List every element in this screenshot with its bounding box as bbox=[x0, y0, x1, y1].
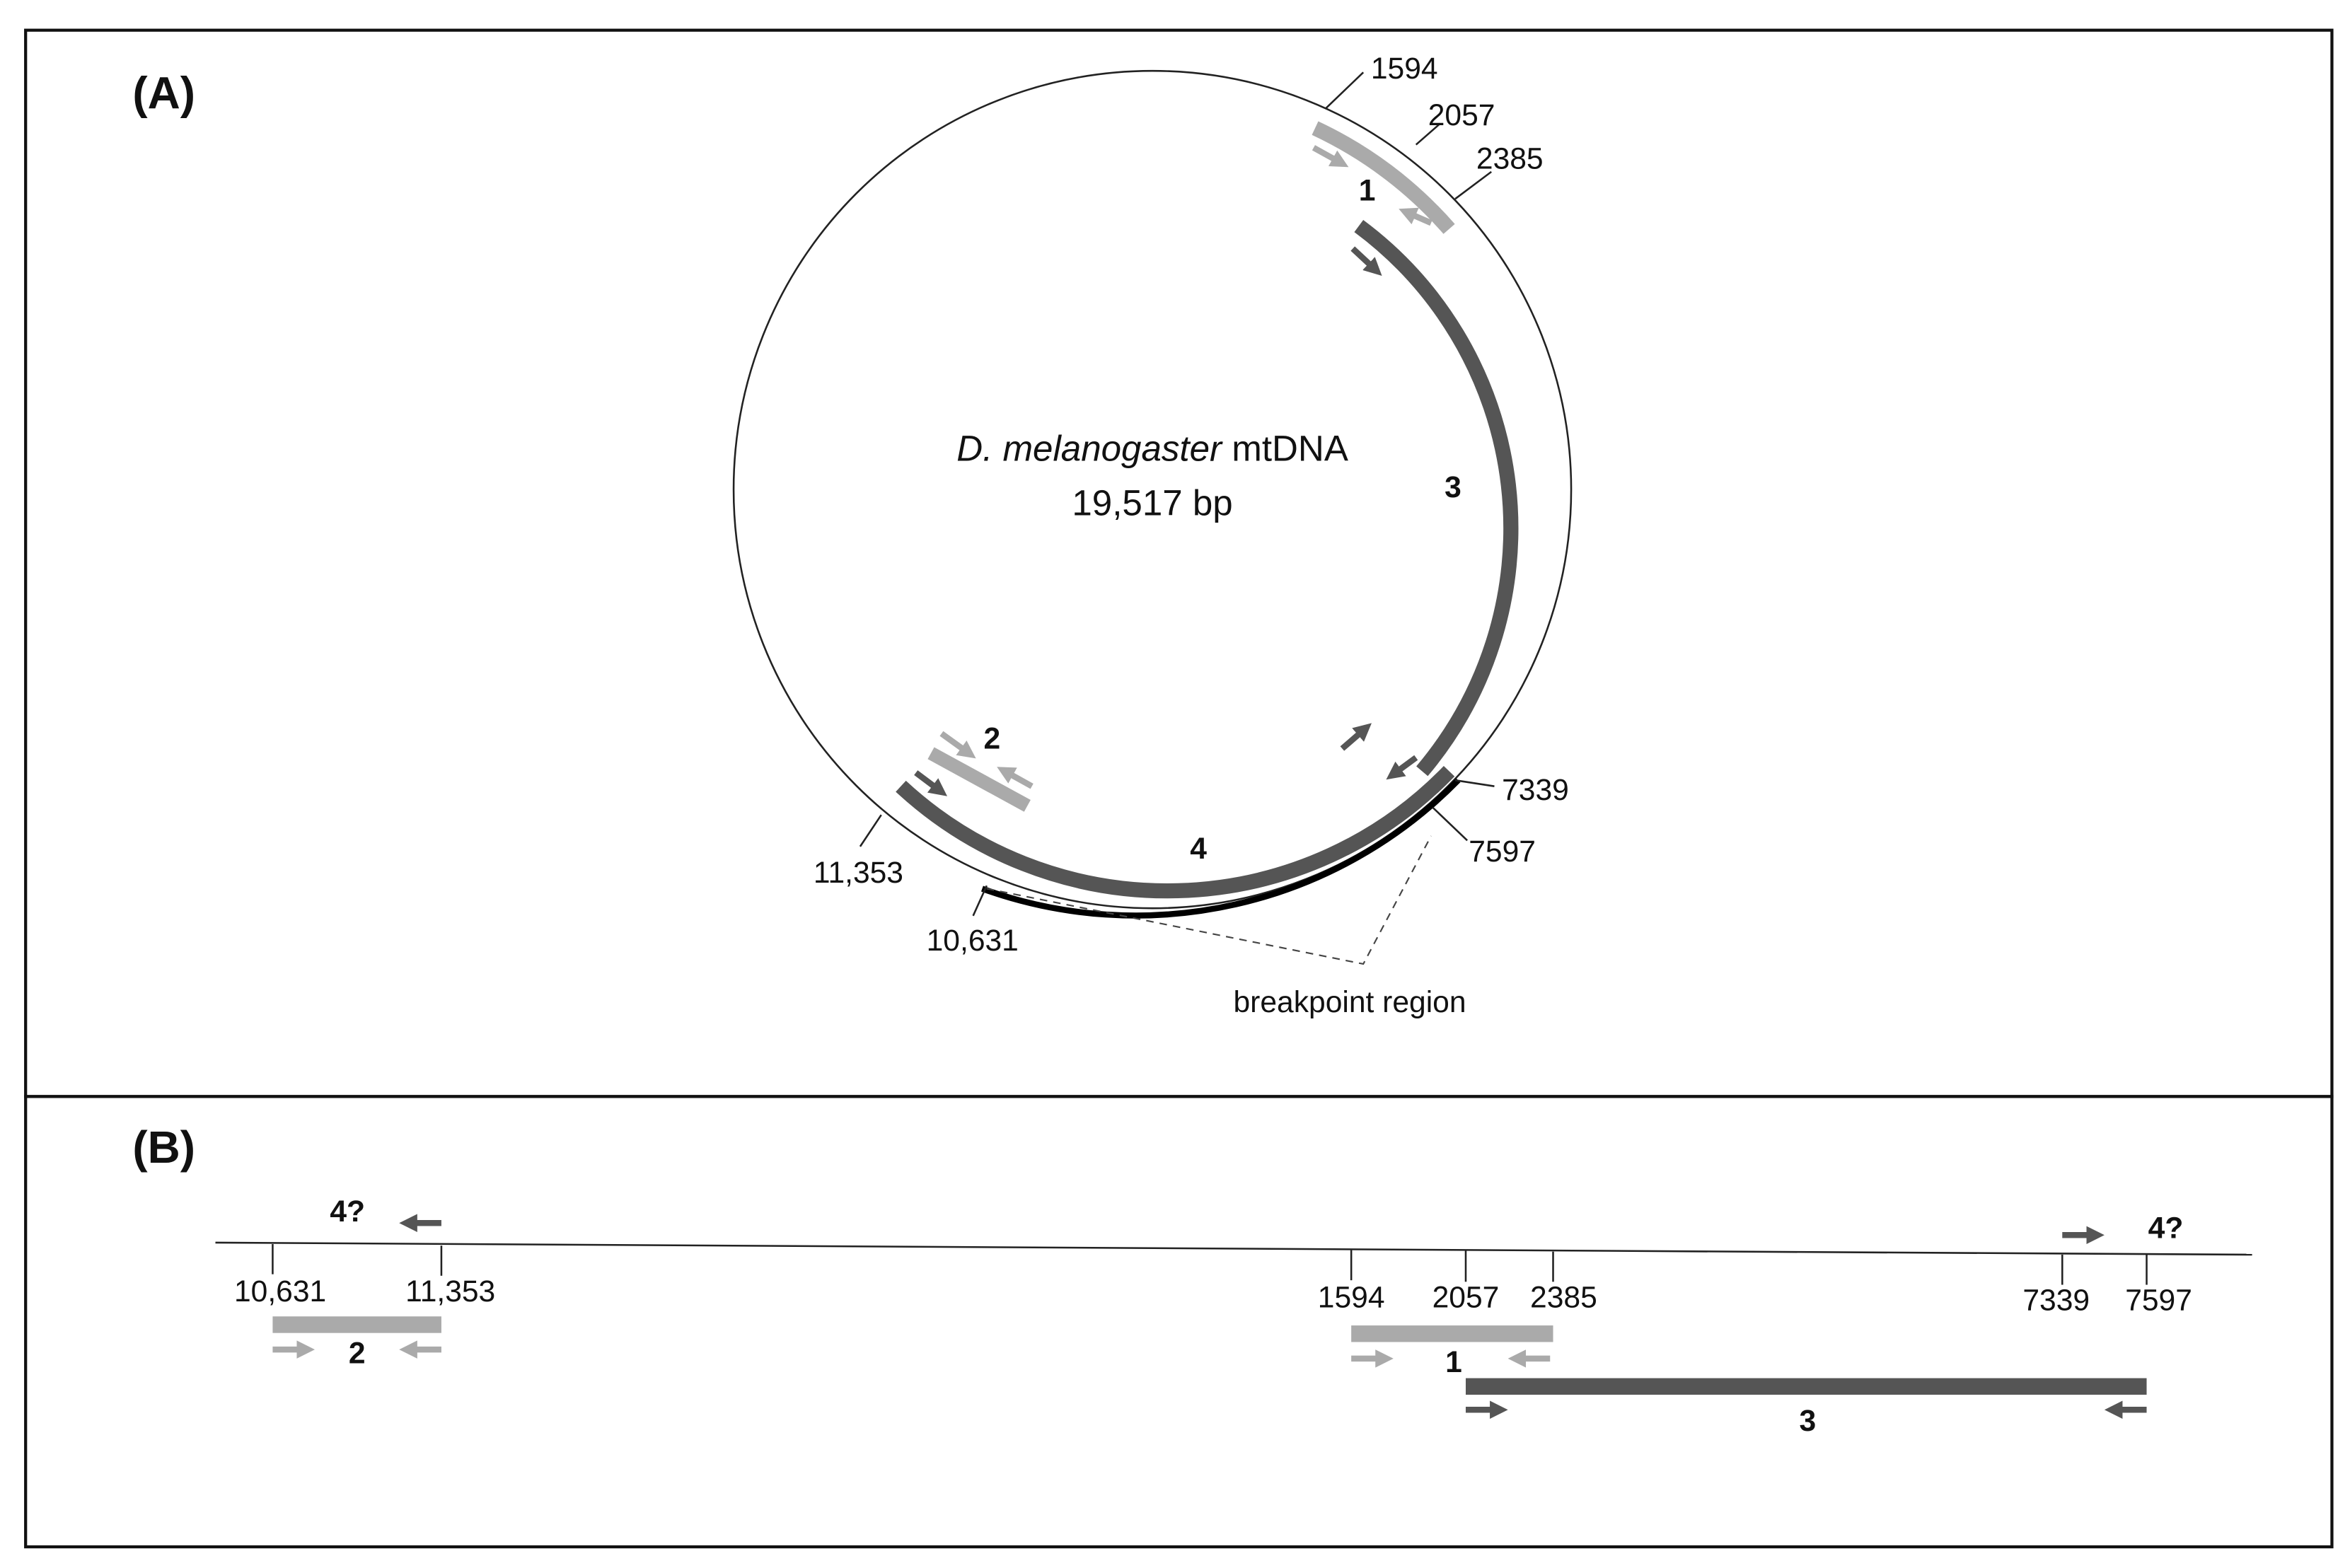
position-label: 2057 bbox=[1432, 1280, 1500, 1314]
breakpoint-label: breakpoint region bbox=[1234, 985, 1466, 1019]
fragment-3-bar bbox=[1465, 1378, 2147, 1395]
molecule: mtDNA bbox=[1232, 429, 1348, 469]
fragment-label: 1 bbox=[1445, 1345, 1462, 1379]
fragment-2-bar bbox=[927, 747, 1031, 812]
primer bbox=[1312, 145, 1349, 168]
position-label: 7597 bbox=[1469, 835, 1536, 869]
primer bbox=[1350, 246, 1382, 276]
fragment-label: 2 bbox=[349, 1336, 366, 1370]
position-label: 11,353 bbox=[814, 856, 903, 890]
linear-map bbox=[215, 1241, 2252, 1256]
mtdna-circle bbox=[732, 69, 1573, 910]
position-label: 11,353 bbox=[405, 1274, 495, 1308]
unknown-fragment-label: 4? bbox=[330, 1195, 365, 1229]
panel-label: (A) bbox=[132, 67, 195, 118]
fragment-4-arc bbox=[896, 766, 1455, 899]
primer bbox=[1386, 755, 1418, 780]
unknown-fragment-label: 4? bbox=[2148, 1212, 2184, 1245]
position-label: 7597 bbox=[2125, 1284, 2192, 1318]
panel-b-frame bbox=[24, 1095, 2334, 1549]
ticks-a bbox=[859, 71, 1495, 917]
breakpoint-arc bbox=[980, 778, 1461, 919]
primer bbox=[997, 767, 1034, 789]
position-label: 10,631 bbox=[234, 1274, 326, 1308]
primer bbox=[1340, 723, 1372, 751]
position-label: 2057 bbox=[1428, 98, 1495, 132]
primers-b bbox=[272, 1214, 2147, 1419]
primer bbox=[939, 731, 976, 759]
genome-title: D. melanogaster mtDNA bbox=[956, 429, 1348, 469]
fragment-2-bar bbox=[272, 1316, 441, 1333]
position-label: 7339 bbox=[1502, 773, 1569, 807]
fragment-label: 2 bbox=[984, 721, 1001, 755]
fragment-label: 1 bbox=[1359, 173, 1376, 207]
position-label: 2385 bbox=[1476, 142, 1544, 176]
panel-label: (B) bbox=[132, 1122, 195, 1173]
primer bbox=[914, 770, 948, 796]
fragment-label: 3 bbox=[1445, 470, 1461, 504]
position-label: 7339 bbox=[2022, 1284, 2090, 1318]
fragment-3-arc bbox=[1354, 219, 1519, 777]
panel-a-frame bbox=[24, 28, 2334, 1098]
primers-a bbox=[914, 145, 1432, 796]
fragment-1-bar bbox=[1351, 1325, 1553, 1342]
fragment-1-arc bbox=[1312, 121, 1455, 234]
position-label: 10,631 bbox=[927, 924, 1019, 958]
genome-size: 19,517 bp bbox=[1072, 482, 1232, 523]
position-label: 2385 bbox=[1530, 1280, 1597, 1314]
position-label: 1594 bbox=[1318, 1280, 1385, 1314]
fragment-label: 3 bbox=[1800, 1404, 1817, 1438]
species: D. melanogaster bbox=[956, 429, 1223, 469]
position-label: 1594 bbox=[1371, 52, 1438, 86]
breakpoint-guide bbox=[986, 835, 1432, 965]
fragment-label: 4 bbox=[1190, 832, 1207, 866]
ticks-b bbox=[272, 1244, 2148, 1285]
primer bbox=[1399, 207, 1432, 226]
